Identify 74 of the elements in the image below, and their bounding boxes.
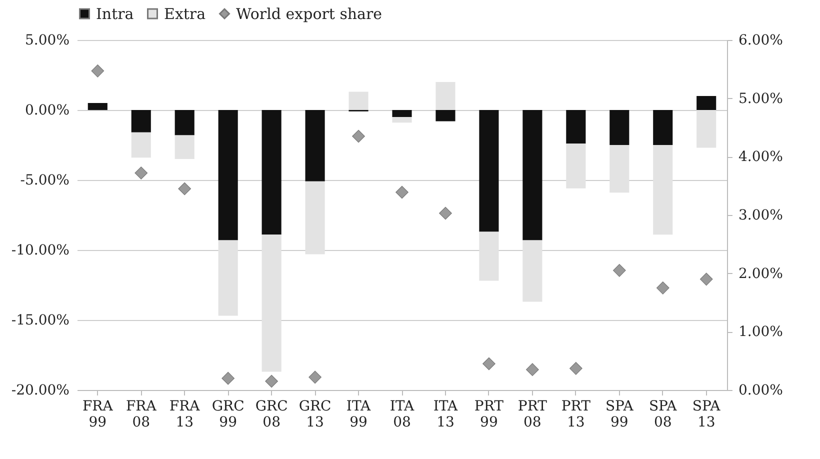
point [700, 272, 713, 286]
point [612, 264, 626, 277]
bar [174, 135, 194, 159]
y2-tick-label: 6.00% [738, 32, 783, 48]
point [222, 372, 235, 385]
x-tick-label: FRA 13 [169, 398, 201, 430]
bar [653, 110, 673, 145]
bar [566, 144, 586, 188]
bar [131, 110, 151, 132]
y-tick-label: -15.00% [11, 312, 70, 328]
point [265, 374, 278, 388]
y2-tick-label: 2.00% [738, 266, 783, 282]
point [396, 186, 408, 199]
x-tick-label: ITA 13 [433, 398, 458, 430]
point [569, 362, 582, 375]
bar [610, 145, 630, 193]
x-tick-label: SPA 99 [605, 398, 634, 430]
bar [131, 132, 151, 158]
bar [610, 110, 630, 145]
bar [262, 234, 282, 372]
y2-tick-label: 3.00% [738, 208, 783, 224]
legend-label: Intra [96, 4, 134, 23]
x-tick-label: SPA 08 [648, 398, 678, 430]
bar [392, 110, 412, 117]
x-tick-label: GRC 08 [255, 398, 288, 430]
point [91, 64, 104, 78]
point [439, 206, 452, 220]
x-tick-label: GRC 13 [298, 398, 332, 430]
bar [218, 110, 238, 240]
legend-label: World export share [236, 4, 382, 23]
bar [653, 145, 673, 235]
bar [479, 110, 499, 232]
y2-tick-label: 1.00% [738, 324, 783, 340]
bar [305, 110, 325, 182]
point [526, 363, 539, 376]
bar [218, 240, 238, 316]
bar [479, 232, 499, 281]
bar [522, 240, 542, 302]
x-tick-label: PRT 99 [474, 398, 504, 430]
y-tick-label: -10.00% [11, 242, 70, 258]
x-tick-label: ITA 08 [390, 398, 415, 430]
bar [174, 110, 194, 136]
bar [522, 110, 542, 240]
bar [436, 110, 456, 122]
point [656, 281, 670, 294]
legend-label: Extra [164, 4, 206, 23]
point [308, 370, 322, 384]
x-tick-label: PRT 08 [518, 398, 548, 430]
y2-tick-label: 5.00% [738, 90, 783, 107]
bar [696, 110, 716, 148]
y2-tick-label: 4.00% [738, 149, 783, 166]
y-tick-label: -20.00% [11, 382, 70, 398]
point [178, 182, 192, 196]
y-tick-label: 0.00% [25, 102, 70, 118]
x-tick-label: FRA 99 [82, 398, 114, 430]
bar [305, 181, 325, 254]
x-tick-label: FRA 08 [126, 398, 158, 430]
x-tick-label: GRC 99 [212, 398, 244, 430]
bar [566, 110, 586, 144]
x-tick-label: ITA 99 [346, 398, 372, 430]
point [352, 130, 365, 143]
y-tick-label: 5.00% [25, 32, 70, 48]
point [482, 357, 496, 370]
y-tick-label: -5.00% [20, 172, 70, 188]
point [134, 166, 148, 180]
bar [262, 110, 282, 235]
bar [88, 103, 108, 110]
bar [436, 82, 456, 110]
x-tick-label: SPA 13 [692, 398, 722, 430]
bar [696, 96, 716, 110]
bar [392, 117, 412, 123]
x-tick-label: PRT 13 [561, 398, 592, 430]
bar [348, 92, 368, 110]
y2-tick-label: 0.00% [738, 382, 783, 398]
